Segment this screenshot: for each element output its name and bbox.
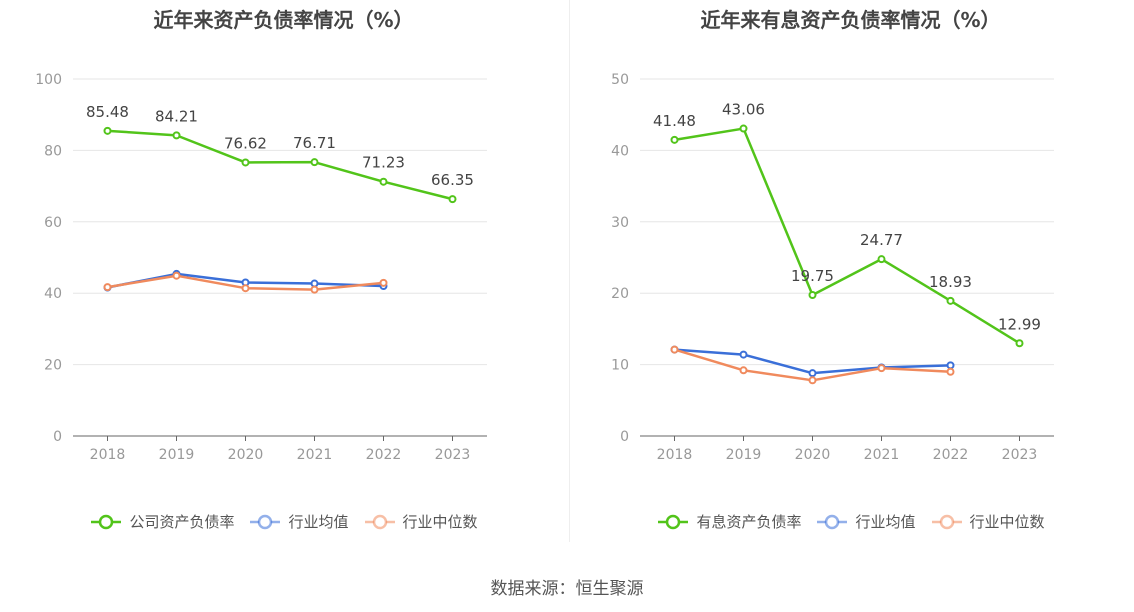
- data-label: 66.35: [431, 171, 474, 189]
- data-point: [172, 271, 181, 280]
- x-tick-label: 2023: [1002, 447, 1038, 463]
- legend-label: 行业均值: [288, 513, 349, 531]
- legend-marker-icon: [364, 514, 395, 529]
- data-point: [808, 376, 817, 385]
- data-point: [448, 195, 457, 204]
- data-point: [877, 364, 886, 373]
- data-label: 84.21: [155, 107, 198, 125]
- data-point: [946, 361, 955, 370]
- legend-label: 公司资产负债率: [129, 513, 235, 531]
- legend-circle: [258, 514, 273, 529]
- legend-item[interactable]: 行业均值: [815, 511, 916, 532]
- chart-legend: 有息资产负债率 行业均值 行业中位数: [567, 511, 1134, 532]
- panel-divider: [569, 0, 570, 542]
- x-tick-label: 2021: [297, 447, 333, 463]
- data-point: [670, 345, 679, 354]
- y-tick-label: 20: [611, 286, 629, 302]
- data-label: 76.71: [293, 134, 336, 152]
- chart-legend: 公司资产负债率 行业均值 行业中位数: [0, 511, 567, 532]
- y-tick-label: 20: [44, 358, 62, 374]
- x-tick-label: 2019: [159, 447, 195, 463]
- data-label: 85.48: [86, 103, 129, 121]
- legend-item[interactable]: 有息资产负债率: [656, 511, 801, 532]
- legend-label: 有息资产负债率: [696, 513, 802, 531]
- data-label: 71.23: [362, 154, 405, 172]
- y-tick-label: 80: [44, 143, 62, 159]
- data-point: [379, 278, 388, 287]
- legend-marker-icon: [931, 514, 962, 529]
- data-label: 19.75: [791, 267, 834, 285]
- data-point: [946, 367, 955, 376]
- data-point: [241, 284, 250, 293]
- data-point: [379, 177, 388, 186]
- y-tick-label: 0: [53, 429, 62, 445]
- data-point: [877, 255, 886, 264]
- legend-label: 行业中位数: [402, 513, 478, 531]
- x-tick-label: 2022: [933, 447, 969, 463]
- series-line: [674, 127, 1021, 345]
- data-label: 12.99: [998, 315, 1041, 333]
- data-point: [808, 369, 817, 378]
- x-tick-label: 2018: [90, 447, 126, 463]
- x-tick-label: 2019: [726, 447, 762, 463]
- x-tick-label: 2020: [228, 447, 264, 463]
- x-tick-label: 2018: [657, 447, 693, 463]
- x-tick-label: 2023: [435, 447, 471, 463]
- chart-title: 近年来资产负债率情况（%）: [153, 8, 414, 32]
- y-tick-label: 30: [611, 215, 629, 231]
- series-line: [107, 129, 453, 201]
- y-tick-label: 40: [611, 143, 629, 159]
- data-label: 43.06: [722, 101, 765, 119]
- x-tick-label: 2021: [864, 447, 900, 463]
- data-point: [1015, 339, 1024, 348]
- legend-circle: [939, 514, 954, 529]
- legend-marker-icon: [817, 514, 848, 529]
- legend-label: 行业均值: [855, 513, 916, 531]
- data-label: 41.48: [653, 112, 696, 130]
- legend-item[interactable]: 公司资产负债率: [89, 511, 234, 532]
- data-label: 76.62: [224, 134, 267, 152]
- y-tick-label: 40: [44, 286, 62, 302]
- legend-circle: [99, 514, 114, 529]
- data-point: [739, 350, 748, 359]
- debt-ratio-plot: 0 20 40 60 80 100 2018 2019 2020 2021 2022 2023 85.4…: [35, 72, 487, 463]
- data-label: 24.77: [860, 231, 903, 249]
- y-tick-label: 10: [611, 358, 629, 374]
- y-tick-label: 0: [620, 429, 629, 445]
- data-point: [103, 283, 112, 292]
- legend-item[interactable]: 行业均值: [248, 511, 349, 532]
- legend-label: 行业中位数: [969, 513, 1045, 531]
- y-tick-label: 100: [35, 72, 62, 88]
- data-point: [739, 124, 748, 133]
- legend-marker-icon: [658, 514, 689, 529]
- legend-marker-icon: [91, 514, 122, 529]
- data-point: [310, 285, 319, 294]
- debt-ratio-chart: 近年来资产负债率情况（%） 0 20 40 60 80 100 2018 2019 2020 20…: [0, 0, 567, 560]
- legend-circle: [825, 514, 840, 529]
- data-point: [946, 296, 955, 305]
- data-label: 18.93: [929, 273, 972, 291]
- data-point: [103, 126, 112, 135]
- data-point: [739, 366, 748, 375]
- x-tick-label: 2022: [366, 447, 402, 463]
- data-point: [241, 158, 250, 167]
- y-tick-label: 60: [44, 215, 62, 231]
- interest-bearing-debt-ratio-plot: 0 10 20 30 40 50 2018 2019 2020 2021 2022 2023 41.48…: [611, 72, 1054, 463]
- data-source: 数据来源：恒生聚源: [490, 579, 644, 599]
- data-point: [808, 290, 817, 299]
- legend-item[interactable]: 行业中位数: [930, 511, 1045, 532]
- chart-title: 近年来有息资产负债率情况（%）: [700, 8, 1001, 32]
- data-point: [310, 158, 319, 167]
- interest-bearing-debt-ratio-chart: 近年来有息资产负债率情况（%） 0 10 20 30 40 50 2018 2019 2020 2…: [567, 0, 1134, 560]
- x-tick-label: 2020: [795, 447, 831, 463]
- y-tick-label: 50: [611, 72, 629, 88]
- legend-marker-icon: [250, 514, 281, 529]
- legend-circle: [666, 514, 681, 529]
- legend-item[interactable]: 行业中位数: [363, 511, 478, 532]
- legend-circle: [372, 514, 387, 529]
- data-point: [172, 131, 181, 140]
- data-point: [670, 135, 679, 144]
